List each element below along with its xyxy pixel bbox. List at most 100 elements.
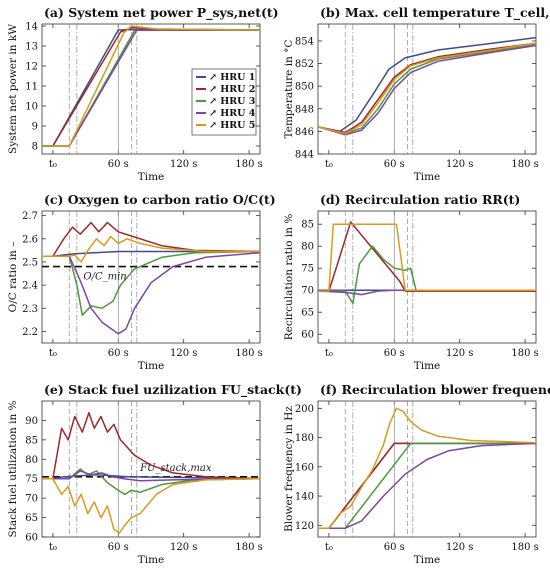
- y-tick-label: 180: [295, 433, 314, 444]
- x-tick-label: 120 s: [446, 159, 473, 170]
- chart-title: (a) System net power P_sys,net(t): [44, 5, 279, 21]
- series-line-hru-4: [42, 251, 260, 335]
- series-line-hru-5: [318, 407, 536, 529]
- series-line-hru-4: [42, 470, 260, 482]
- x-tick-label: 180 s: [511, 542, 538, 553]
- x-tick-label: t₀: [325, 159, 333, 170]
- y-tick-label: 2.3: [22, 304, 38, 315]
- y-tick-label: 60: [25, 533, 38, 544]
- x-tick-label: 120 s: [446, 348, 473, 359]
- x-tick-label: 60 s: [384, 542, 405, 553]
- x-tick-label: 60 s: [108, 542, 129, 553]
- chart-title: (c) Oxygen to carbon ratio O/C(t): [44, 192, 276, 207]
- series-line-hru-2: [42, 221, 260, 257]
- legend-entry: ↗ HRU 4: [209, 108, 256, 119]
- x-tick-label: 60 s: [108, 159, 129, 170]
- x-axis-label: Time: [414, 171, 441, 183]
- series-group: [318, 221, 536, 305]
- plot-area: [317, 400, 537, 538]
- chart-panel-f: (f) Recirculation blower frequency f_bl,…: [283, 382, 550, 566]
- legend-entry: ↗ HRU 2: [209, 84, 255, 95]
- y-tick-label: 2.4: [22, 281, 38, 292]
- series-line-hru-4: [318, 44, 536, 136]
- y-tick-label: 60: [301, 330, 314, 341]
- x-axis-label: Time: [414, 360, 441, 372]
- series-line-hru-3: [42, 250, 260, 316]
- x-tick-label: 120 s: [446, 542, 473, 553]
- y-axis-label: O/C ratio in –: [7, 242, 19, 313]
- y-tick-label: 2.5: [22, 257, 38, 268]
- series-group: [318, 407, 536, 529]
- chart-panel-c: (c) Oxygen to carbon ratio O/C(t) 2.2 2.3 2…: [7, 192, 276, 372]
- x-tick-label: 180 s: [235, 542, 262, 553]
- y-tick-label: 10: [25, 102, 38, 113]
- plot-area: [317, 23, 537, 155]
- series-group: [42, 25, 260, 147]
- y-tick-label: 14: [25, 22, 38, 33]
- x-tick-label: 60 s: [384, 159, 405, 170]
- y-tick-label: 85: [301, 220, 314, 231]
- y-tick-label: 2.7: [22, 211, 38, 222]
- legend-entry: ↗ HRU 3: [209, 96, 255, 107]
- chart-title: (e) Stack fuel uzilization FU_stack(t): [44, 382, 302, 398]
- series-line-hru-5: [318, 42, 536, 135]
- x-tick-label: 120 s: [170, 348, 197, 359]
- series-line-hru-2: [42, 411, 260, 480]
- y-tick-label: 140: [295, 492, 314, 503]
- x-tick-label: t₀: [49, 542, 57, 553]
- y-axis-label: Blower frequency in Hz: [283, 406, 295, 532]
- x-tick-label: 180 s: [235, 348, 262, 359]
- x-tick-label: 60 s: [384, 348, 405, 359]
- y-tick-label: 850: [295, 82, 314, 93]
- y-axis-label: System net power in kW: [7, 24, 19, 154]
- y-tick-label: 70: [25, 494, 38, 505]
- limit-line-label: FU_stack,max: [139, 463, 212, 474]
- y-axis-label: Stack fuel utilization in %: [7, 400, 19, 537]
- y-tick-label: 852: [295, 59, 314, 70]
- series-group: [42, 411, 260, 534]
- x-tick-label: 180 s: [511, 348, 538, 359]
- x-tick-label: 60 s: [108, 348, 129, 359]
- y-tick-label: 2.2: [22, 327, 38, 338]
- x-tick-label: t₀: [49, 348, 57, 359]
- limit-line-label: O/C_min: [83, 272, 126, 283]
- y-tick-label: 12: [25, 62, 38, 73]
- chart-title: (d) Recirculation ratio RR(t): [320, 192, 520, 207]
- y-tick-label: 200: [295, 404, 314, 415]
- y-tick-label: 9: [32, 122, 38, 133]
- x-tick-label: 180 s: [511, 159, 538, 170]
- x-tick-label: 120 s: [170, 542, 197, 553]
- x-axis-label: Time: [138, 554, 165, 566]
- y-tick-label: 11: [25, 82, 38, 93]
- y-tick-label: 65: [25, 513, 38, 524]
- chart-panel-a: (a) System net power P_sys,net(t) 8 9 10 11 1…: [7, 5, 279, 183]
- y-tick-label: 120: [295, 521, 314, 532]
- y-tick-label: 8: [32, 142, 38, 153]
- series-line-hru-5: [42, 235, 260, 263]
- y-tick-label: 854: [295, 36, 314, 47]
- y-tick-label: 80: [25, 455, 38, 466]
- y-tick-label: 70: [301, 286, 314, 297]
- chart-panel-b: (b) Max. cell temperature T_cell,max(t) 8…: [283, 5, 550, 183]
- y-tick-label: 160: [295, 462, 314, 473]
- x-tick-label: t₀: [325, 542, 333, 553]
- series-line-hru-3: [42, 468, 260, 496]
- x-tick-label: 120 s: [170, 159, 197, 170]
- x-axis-label: Time: [138, 360, 165, 372]
- x-axis-label: Time: [138, 171, 165, 183]
- x-tick-label: 180 s: [235, 159, 262, 170]
- y-tick-label: 80: [301, 242, 314, 253]
- legend: ↗ HRU 1↗ HRU 2↗ HRU 3↗ HRU 4↗ HRU 5: [191, 68, 257, 136]
- series-line-hru-4: [318, 442, 536, 529]
- legend-entry: ↗ HRU 1: [209, 72, 255, 83]
- y-tick-label: 65: [301, 308, 314, 319]
- y-tick-label: 90: [25, 416, 38, 427]
- series-line-hru-3: [318, 43, 536, 135]
- y-axis-label: Temperature in °C: [283, 40, 295, 139]
- y-tick-label: 848: [295, 104, 314, 115]
- series-line-hru-5: [42, 25, 260, 147]
- chart-title: (b) Max. cell temperature T_cell,max(t): [320, 5, 550, 21]
- y-tick-label: 2.6: [22, 234, 38, 245]
- series-line-hru-1: [318, 36, 536, 133]
